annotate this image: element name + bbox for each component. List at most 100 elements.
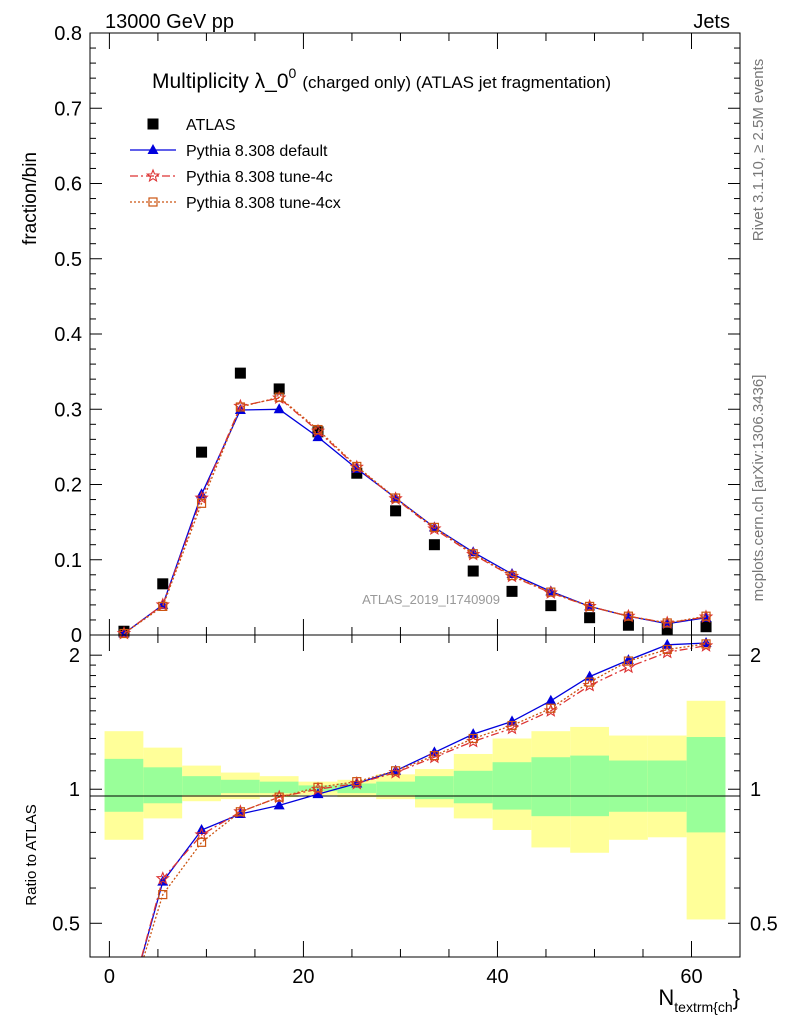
chart-title-main: Multiplicity λ_0: [152, 70, 289, 93]
chart-title: Multiplicity λ_00 (charged only) (ATLAS j…: [152, 65, 611, 93]
inner-uncertainty-band: [647, 760, 687, 812]
ratio-point-pythia-8-308-tune-4cx: [585, 677, 595, 687]
main-point-pythia-8-308-tune-4cx: [468, 549, 478, 559]
main-y-tick-label: 0.1: [54, 550, 82, 572]
main-y-tick-label: 0.6: [54, 174, 82, 196]
main-point-pythia-8-308-tune-4cx: [119, 628, 129, 639]
main-panel: 0 0.1 0.2 0.3 0.4 0.5 0.6 0.7 0.8 fraction/bin M…: [20, 23, 741, 647]
main-point-pythia-8-308-default: [467, 546, 479, 557]
main-point-pythia-8-308-tune-4c: [194, 490, 209, 505]
main-series-line-pythia-8-308-tune-4cx: [123, 396, 707, 635]
ratio-point-pythia-8-308-tune-4cx: [235, 807, 245, 817]
main-y-tick-label: 0: [71, 625, 82, 647]
ratio-point-pythia-8-308-tune-4cx: [158, 889, 168, 900]
inner-uncertainty-band: [220, 779, 260, 794]
main-point-pythia-8-308-tune-4cx: [313, 424, 323, 435]
ratio-point-pythia-8-308-tune-4cx: [196, 837, 207, 847]
main-point-atlas: [584, 612, 596, 624]
legend-marker-atlas: [147, 118, 159, 130]
ratio-point-pythia-8-308-tune-4cx: [468, 733, 478, 744]
main-y-tick-label: 0.2: [54, 475, 82, 497]
ratio-point-pythia-8-308-tune-4cx: [623, 656, 634, 666]
ratio-point-pythia-8-308-tune-4cx: [507, 720, 517, 731]
energy-label: 13000 GeV pp: [105, 11, 234, 33]
ratio-y-tick-label-left: 1: [69, 779, 80, 801]
x-axis-label: Ntextrm{ch}: [658, 985, 740, 1015]
legend-marker-pythia-8-308-default: [147, 144, 159, 154]
main-point-pythia-8-308-tune-4cx: [507, 570, 517, 581]
main-point-pythia-8-308-tune-4cx: [274, 392, 284, 402]
inner-uncertainty-band: [259, 781, 299, 794]
main-point-atlas: [273, 383, 285, 395]
main-point-pythia-8-308-tune-4cx: [390, 493, 401, 503]
main-point-atlas: [351, 467, 363, 479]
legend-label-pythia-8-308-tune-4cx: Pythia 8.308 tune-4cx: [186, 195, 341, 212]
main-x-ticks: [108, 33, 692, 635]
main-point-atlas: [196, 446, 208, 458]
main-series-group: [116, 367, 714, 640]
ratio-point-pythia-8-308-default: [312, 788, 324, 799]
ratio-series-line-pythia-8-308-default: [141, 642, 707, 958]
ratio-point-pythia-8-308-default: [467, 728, 479, 739]
process-label: Jets: [693, 11, 730, 33]
ratio-point-pythia-8-308-default: [390, 764, 402, 775]
uncertainty-bands: [104, 700, 726, 920]
main-y-ticks: 0 0.1 0.2 0.3 0.4 0.5 0.6 0.7 0.8: [54, 23, 740, 647]
ratio-point-pythia-8-308-tune-4cx: [429, 750, 440, 761]
ratio-point-pythia-8-308-tune-4cx: [390, 766, 401, 776]
inner-uncertainty-band: [531, 757, 571, 817]
ratio-point-pythia-8-308-tune-4cx: [274, 792, 284, 802]
main-point-atlas: [545, 600, 557, 612]
ratio-series-line-pythia-8-308-tune-4cx: [143, 643, 707, 958]
inner-uncertainty-band: [453, 770, 493, 804]
mcplots-label: mcplots.cern.ch [arXiv:1306.3436]: [750, 375, 767, 602]
main-y-tick-label: 0.7: [54, 98, 82, 120]
ratio-x-tick-label: 0: [104, 966, 115, 988]
inner-uncertainty-band: [104, 758, 144, 812]
legend-label-pythia-8-308-tune-4c: Pythia 8.308 tune-4c: [186, 169, 333, 186]
main-point-pythia-8-308-default: [506, 568, 518, 579]
main-point-atlas: [661, 623, 673, 635]
main-point-pythia-8-308-tune-4cx: [158, 601, 168, 612]
main-point-pythia-8-308-tune-4cx: [585, 601, 595, 612]
rivet-label: Rivet 3.1.10, ≥ 2.5M events: [750, 59, 767, 242]
ratio-point-pythia-8-308-tune-4cx: [313, 782, 323, 792]
x-axis-label-main: N: [658, 985, 674, 1010]
main-point-atlas: [390, 505, 402, 517]
main-point-atlas: [157, 578, 169, 590]
main-point-atlas: [467, 565, 479, 577]
ratio-panel-frame: [89, 634, 741, 958]
main-point-atlas: [506, 585, 518, 597]
inner-uncertainty-band: [143, 767, 183, 804]
ratio-point-pythia-8-308-tune-4cx: [701, 639, 711, 649]
main-point-pythia-8-308-tune-4cx: [701, 611, 711, 621]
main-point-pythia-8-308-tune-4cx: [623, 611, 634, 621]
x-axis-label-sub: textrm{ch: [674, 999, 732, 1015]
main-y-axis-label: fraction/bin: [20, 152, 41, 245]
inner-uncertainty-band: [415, 776, 454, 800]
main-point-atlas: [700, 621, 712, 633]
main-point-pythia-8-308-default: [273, 403, 285, 414]
main-point-pythia-8-308-tune-4cx: [662, 618, 672, 628]
ratio-y-tick-label-left: 0.5: [52, 913, 80, 935]
ratio-point-pythia-8-308-default: [506, 715, 518, 726]
ratio-series-group: [140, 637, 714, 958]
main-y-tick-label: 0.8: [54, 23, 82, 45]
ratio-y-tick-label-left: 2: [69, 645, 80, 667]
main-y-tick-label: 0.3: [54, 399, 82, 421]
legend-label-atlas: ATLAS: [186, 117, 236, 134]
ratio-x-tick-label: 60: [680, 966, 702, 988]
ratio-y-tick-label-right: 2: [750, 645, 761, 667]
ratio-point-pythia-8-308-tune-4cx: [662, 644, 672, 655]
inner-uncertainty-band: [182, 776, 221, 796]
main-point-pythia-8-308-tune-4cx: [429, 522, 440, 532]
legend-label-pythia-8-308-default: Pythia 8.308 default: [186, 143, 328, 160]
chart-title-sup: 0: [289, 65, 297, 81]
main-point-pythia-8-308-default: [312, 431, 324, 442]
ratio-point-pythia-8-308-default: [622, 654, 634, 665]
ratio-y-ticks: 0.5 0.5 1 1 2 2: [52, 645, 778, 935]
ratio-x-tick-label: 20: [292, 966, 314, 988]
ratio-point-pythia-8-308-tune-4c: [155, 871, 170, 885]
inner-uncertainty-band: [376, 781, 415, 796]
